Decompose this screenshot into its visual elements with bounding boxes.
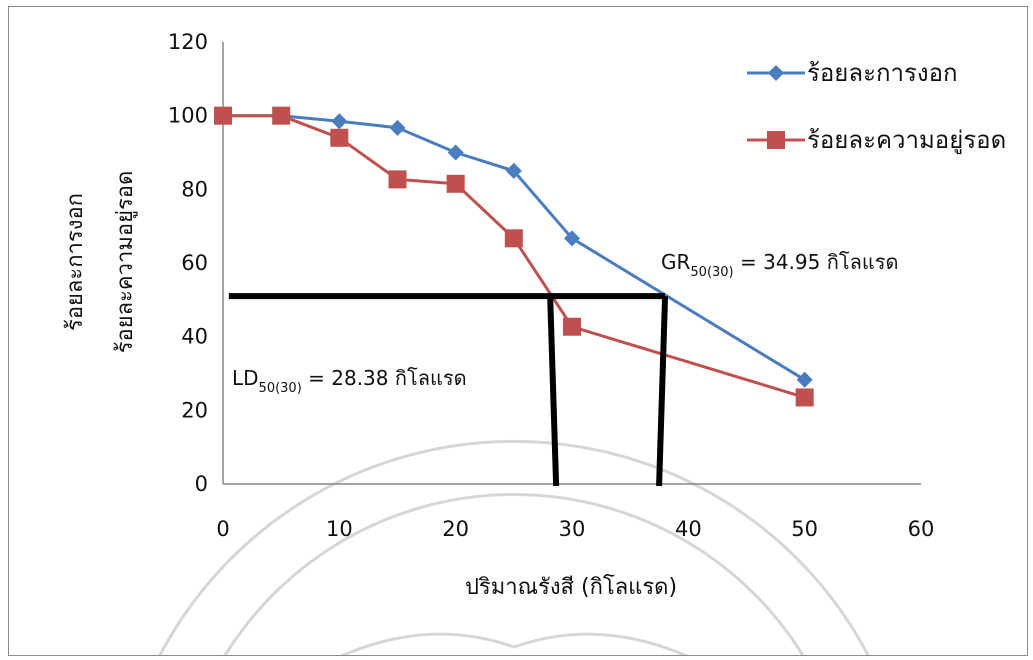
y-axis-title-line-1: ร้อยละการงอก (63, 193, 88, 331)
point-square (795, 388, 814, 407)
point-diamond (331, 113, 348, 130)
point-square (330, 128, 349, 147)
x-tick-label: 60 (908, 517, 935, 541)
y-tick-label: 120 (168, 30, 208, 54)
point-diamond (389, 119, 406, 136)
x-tick-label: 20 (442, 517, 469, 541)
x-tick-label: 40 (675, 517, 702, 541)
y-tick-label: 80 (181, 177, 208, 201)
legend-entry-survival: ร้อยละความอยู่รอด (747, 126, 1006, 155)
x-axis-title: ปริมาณรังสี (กิโลแรด) (465, 574, 677, 600)
y-tick-label: 40 (181, 325, 208, 349)
point-diamond (796, 371, 813, 388)
y-tick-label: 100 (168, 104, 208, 128)
y-tick-label: 60 (181, 251, 208, 275)
x-tick-label: 10 (326, 517, 353, 541)
ld50-annotation: LD50(30) = 28.38 กิโลแรด (232, 366, 467, 396)
ld50-value: = 28.38 กิโลแรด (302, 366, 467, 390)
x-tick-label: 50 (791, 517, 818, 541)
point-square (563, 317, 581, 336)
y-axis-title: ร้อยละการงอก ร้อยละความอยู่รอด (63, 171, 138, 354)
x-tick-label: 30 (559, 517, 586, 541)
y-axis-title-line-2: ร้อยละความอยู่รอด (113, 171, 138, 354)
point-square (504, 229, 523, 248)
point-square (388, 170, 407, 189)
series-layer (214, 106, 814, 407)
point-square (272, 106, 291, 125)
legend-label-germination: ร้อยละการงอก (807, 59, 958, 87)
gr50-annotation: GR50(30) = 34.95 กิโลแรด (661, 250, 898, 280)
ld50-subscript: 50(30) (259, 381, 302, 396)
point-diamond (564, 230, 580, 247)
gr50-value: = 34.95 กิโลแรด (734, 250, 899, 274)
point-square (446, 174, 465, 193)
series-line-2 (223, 114, 806, 399)
series-line-1 (223, 114, 806, 382)
legend: ร้อยละการงอก ร้อยละความอยู่รอด (747, 59, 1006, 155)
gr50-vertical-line (656, 296, 669, 487)
chart-frame: 0 20 40 60 80 100 120 0 10 20 30 40 50 60 ปริมาณรังส… (8, 6, 1028, 656)
y-tick-label: 0 (195, 472, 208, 496)
gr50-subscript: 50(30) (690, 265, 733, 280)
point-square (214, 106, 232, 125)
x-tick-label: 0 (216, 517, 229, 541)
x-tick-labels: 0 10 20 30 40 50 60 (216, 517, 934, 541)
legend-entry-germination: ร้อยละการงอก (747, 59, 958, 87)
watermark-emblem (158, 439, 870, 655)
line-chart: 0 20 40 60 80 100 120 0 10 20 30 40 50 60 ปริมาณรังส… (63, 30, 1006, 655)
reference-lines (228, 293, 669, 487)
legend-marker-diamond (768, 65, 784, 81)
ld50-vertical-line (547, 296, 560, 487)
legend-marker-square (767, 131, 785, 149)
point-diamond (505, 162, 522, 179)
legend-label-survival: ร้อยละความอยู่รอด (807, 126, 1006, 155)
ld50-main: LD (232, 366, 259, 390)
gr50-main: GR (661, 250, 690, 274)
y-tick-labels: 0 20 40 60 80 100 120 (168, 30, 208, 496)
point-diamond (447, 144, 464, 161)
y-tick-label: 20 (181, 398, 208, 422)
